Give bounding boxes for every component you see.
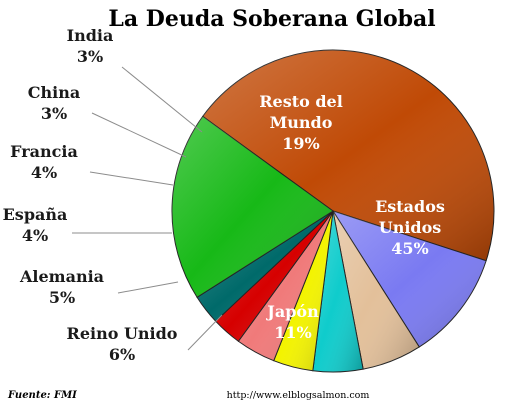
slice-value: 4% [22, 226, 48, 245]
slice-name: Estados [375, 197, 445, 216]
slice-label-resto-del-mundo: Resto del Mundo 19% [259, 92, 343, 153]
slice-label-china: China 3% [28, 83, 80, 123]
slice-name: India [67, 26, 114, 45]
slice-name: Mundo [270, 113, 333, 132]
slice-value: 6% [109, 345, 135, 364]
slice-name: Francia [10, 142, 78, 161]
leader-line-alemania [117, 281, 179, 294]
pie-slice-shading [312, 211, 364, 373]
pie-slice-shading [202, 50, 494, 261]
slice-value: 5% [49, 288, 75, 307]
slice-name: Reino Unido [67, 324, 178, 343]
slice-label-japon: Japón 11% [265, 302, 319, 342]
pie-slice-shading [215, 211, 333, 342]
chart-title: La Deuda Soberana Global [108, 6, 435, 32]
slice-value: 11% [274, 323, 311, 342]
slice-name: Resto del [259, 92, 343, 111]
slice-label-reino-unido: Reino Unido 6% [67, 324, 178, 364]
pie-slice-shading [197, 211, 333, 322]
slice-value: 4% [31, 163, 57, 182]
leader-line-china [91, 112, 187, 158]
slice-label-estados-unidos: Estados Unidos 45% [375, 197, 445, 258]
slice-name: España [3, 205, 68, 224]
leader-line-francia [89, 171, 174, 186]
leader-line-india [121, 66, 203, 133]
leader-lines [72, 66, 223, 351]
pie-slice-shading [171, 116, 333, 298]
slice-value: 3% [41, 104, 67, 123]
source-url: http://www.elblogsalmon.com [227, 390, 370, 401]
source-note: Fuente: FMI [7, 390, 77, 401]
slice-labels: Estados Unidos 45% Japón 11% Reino Unido 6% Ale… [3, 26, 445, 364]
pie-slice-shading [333, 211, 420, 370]
slice-label-espana: España 4% [3, 205, 68, 245]
leader-line-reino-unido [187, 314, 223, 351]
pie-slice-shading [273, 211, 333, 371]
pie-slice-shading [333, 211, 487, 347]
slice-label-francia: Francia 4% [10, 142, 78, 182]
slice-value: 45% [391, 239, 428, 258]
slice-name: Alemania [19, 267, 104, 286]
slice-value: 3% [77, 47, 103, 66]
slice-name: Japón [265, 302, 319, 321]
slice-name: Unidos [379, 218, 442, 237]
slice-label-alemania: Alemania 5% [19, 267, 104, 307]
slice-value: 19% [282, 134, 319, 153]
slice-name: China [28, 83, 80, 102]
slice-label-india: India 3% [67, 26, 114, 66]
pie-slice-shading [238, 211, 333, 361]
